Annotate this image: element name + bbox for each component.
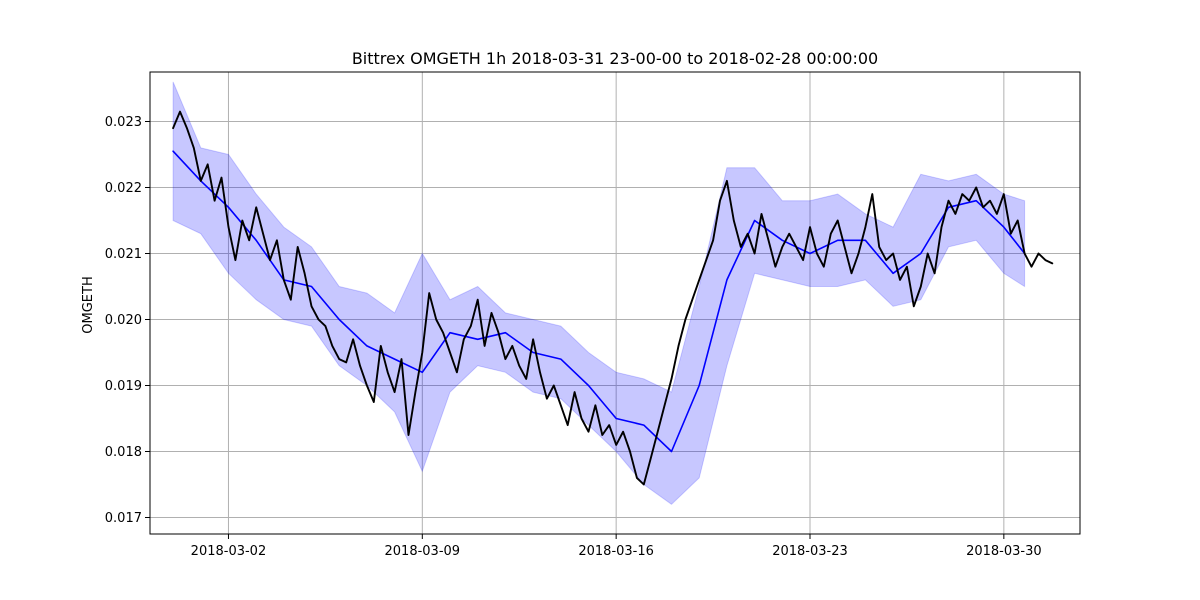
- price-line: [172, 110, 1054, 486]
- rolling-mean-line: [172, 150, 1026, 453]
- y-tick-label: 0.022: [105, 181, 142, 196]
- y-tick-label: 0.017: [105, 511, 142, 526]
- rolling-band-layer: [172, 81, 1026, 505]
- y-tick-label: 0.019: [105, 379, 142, 394]
- x-tick-label: 2018-03-23: [772, 544, 848, 559]
- plot-frame: [149, 71, 1081, 535]
- x-tick-label: 2018-03-09: [385, 544, 461, 559]
- rolling-band: [172, 81, 1026, 505]
- y-tick-label: 0.023: [105, 115, 142, 130]
- y-tick-label: 0.020: [105, 313, 142, 328]
- y-axis-label: OMGETH: [81, 276, 96, 333]
- x-tick-label: 2018-03-02: [191, 544, 267, 559]
- y-tick-label: 0.021: [105, 247, 142, 262]
- grid: [150, 72, 1080, 534]
- x-tick-label: 2018-03-30: [966, 544, 1042, 559]
- y-tick-label: 0.018: [105, 445, 142, 460]
- series-layer: [172, 110, 1054, 486]
- chart-title: Bittrex OMGETH 1h 2018-03-31 23-00-00 to…: [352, 49, 878, 68]
- x-tick-label: 2018-03-16: [578, 544, 654, 559]
- ticks: 2018-03-02 2018-03-09 2018-03-16 2018-03-23…: [105, 115, 1042, 559]
